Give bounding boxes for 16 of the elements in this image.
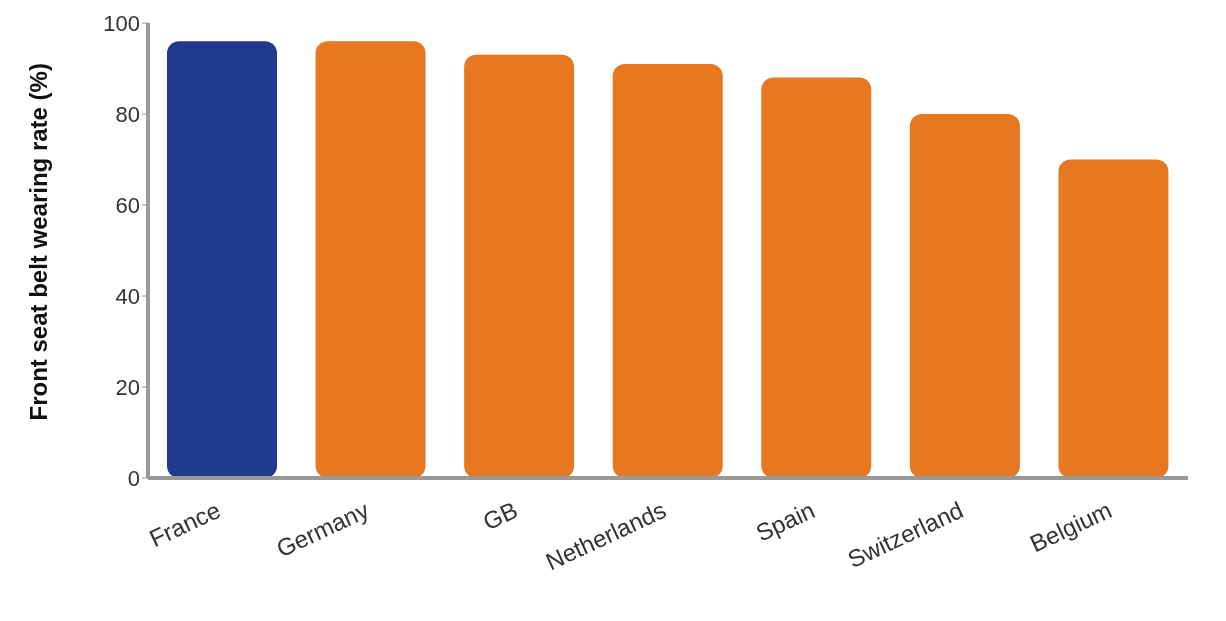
y-tick-label: 0 — [127, 465, 140, 491]
y-tick-label: 60 — [115, 192, 140, 218]
x-tick-label: GB — [478, 496, 522, 536]
y-tick-label: 40 — [115, 283, 140, 309]
bar — [1058, 159, 1169, 478]
bar — [761, 77, 872, 478]
bar — [464, 54, 575, 478]
bar — [315, 41, 426, 478]
x-tick-label: Spain — [751, 496, 819, 547]
bar — [612, 63, 723, 478]
bar — [167, 41, 277, 478]
y-tick-label: 80 — [115, 101, 140, 127]
y-axis-title: Front seat belt wearing rate (%) — [24, 63, 52, 421]
y-tick-label: 20 — [115, 374, 140, 400]
bar — [909, 114, 1020, 478]
y-tick-label: 100 — [103, 10, 140, 36]
